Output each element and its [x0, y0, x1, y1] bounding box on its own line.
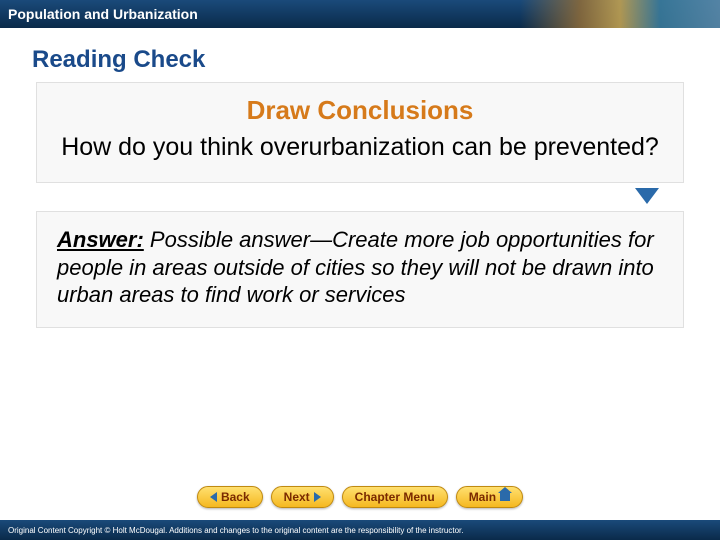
- question-text: How do you think overurbanization can be…: [57, 132, 663, 162]
- next-button[interactable]: Next: [271, 486, 334, 508]
- nav-bar: Back Next Chapter Menu Main: [0, 486, 720, 508]
- main-label: Main: [469, 490, 496, 504]
- answer-label: Answer:: [57, 227, 144, 252]
- question-box: Draw Conclusions How do you think overur…: [36, 82, 684, 183]
- content-area: Reading Check Draw Conclusions How do yo…: [0, 28, 720, 328]
- back-button[interactable]: Back: [197, 486, 263, 508]
- chapter-menu-label: Chapter Menu: [355, 490, 435, 504]
- answer-paragraph: Answer: Possible answer—Create more job …: [57, 227, 654, 307]
- answer-box: Answer: Possible answer—Create more job …: [36, 211, 684, 328]
- reveal-answer-icon[interactable]: [635, 188, 659, 204]
- arrow-right-icon: [314, 492, 321, 502]
- main-button[interactable]: Main: [456, 486, 523, 508]
- arrow-left-icon: [210, 492, 217, 502]
- back-label: Back: [221, 490, 250, 504]
- chapter-menu-button[interactable]: Chapter Menu: [342, 486, 448, 508]
- copyright-text: Original Content Copyright © Holt McDoug…: [8, 526, 463, 535]
- home-icon: [500, 493, 510, 501]
- chapter-title: Population and Urbanization: [0, 6, 198, 22]
- header-bar: Population and Urbanization: [0, 0, 720, 28]
- answer-body: Possible answer—Create more job opportun…: [57, 227, 654, 307]
- next-label: Next: [284, 490, 310, 504]
- header-graphic: [520, 0, 720, 28]
- prompt-title: Draw Conclusions: [57, 95, 663, 126]
- footer-bar: Original Content Copyright © Holt McDoug…: [0, 520, 720, 540]
- section-title: Reading Check: [32, 46, 688, 74]
